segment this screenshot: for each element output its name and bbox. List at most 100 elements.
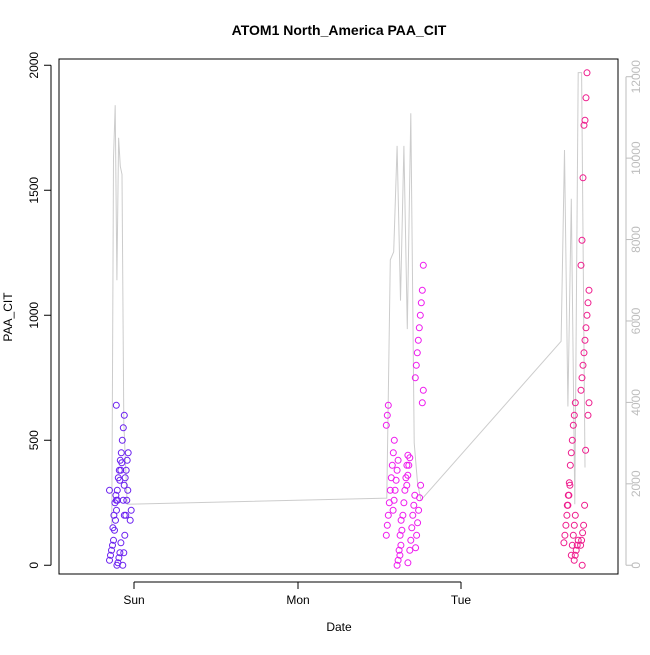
- data-point-s1-c3-p2: [408, 524, 416, 532]
- data-point-s0-c4-p6: [123, 456, 131, 464]
- data-point-s0-c2-p8: [119, 424, 127, 432]
- data-point-s2-c0-p1: [561, 531, 569, 539]
- data-point-s1-c3-p6: [403, 481, 411, 489]
- data-point-s0-c2-p1: [112, 496, 120, 504]
- data-point-s2-c4-p5: [580, 349, 588, 357]
- data-point-s2-c4-p13: [579, 174, 587, 182]
- data-point-s0-c4-p1: [127, 506, 135, 514]
- data-point-s0-c4-p3: [120, 481, 128, 489]
- data-point-s1-c1-p10: [394, 456, 402, 464]
- data-point-s1-c5-p4: [416, 494, 424, 502]
- x-tick-label-Sun: Sun: [123, 593, 144, 607]
- data-point-s2-c4-p17: [583, 69, 591, 77]
- data-point-s1-c5-p3: [415, 506, 423, 514]
- data-point-s1-c0-p1: [383, 521, 391, 529]
- data-point-s0-c2-p9: [120, 411, 128, 419]
- data-point-s0-c0-p1: [107, 551, 114, 559]
- data-point-s0-c1-p2: [115, 554, 123, 562]
- data-point-s1-c2-p1: [396, 551, 404, 559]
- data-point-s2-c1-p0: [567, 551, 575, 559]
- data-point-s0-c0-p3: [109, 541, 116, 549]
- data-point-s0-c0-p9: [106, 486, 113, 494]
- data-point-s2-c1-p1: [568, 541, 576, 549]
- data-point-s0-c2-p6: [117, 449, 125, 457]
- y-right-tick-label-4000: 4000: [629, 389, 643, 416]
- data-point-s1-c3-p8: [405, 461, 413, 469]
- data-point-s2-c2-p1: [570, 556, 578, 564]
- data-point-s2-c2-p2: [571, 551, 579, 559]
- data-point-s2-c4-p6: [581, 336, 589, 344]
- data-point-s2-c4-p14: [580, 121, 588, 129]
- data-point-s0-c4-p5: [122, 466, 130, 474]
- data-point-s1-c3-p7: [404, 471, 412, 479]
- x-tick-label-Mon: Mon: [286, 593, 309, 607]
- data-point-s1-c1-p7: [391, 486, 399, 494]
- data-point-s1-c4-p2: [411, 374, 419, 382]
- data-point-s1-c0-p2: [384, 511, 392, 519]
- data-point-s2-c1-p8: [566, 461, 574, 469]
- data-point-s2-c0-p3: [563, 511, 571, 519]
- data-point-s0-c3-p1: [120, 549, 128, 557]
- data-point-s1-c4-p0: [418, 399, 426, 407]
- data-point-s0-c1-p3: [116, 549, 124, 557]
- data-point-s2-c4-p16: [582, 94, 590, 102]
- data-point-s0-c3-p7: [117, 466, 125, 474]
- y-axis-label: PAA_CIT: [1, 292, 15, 342]
- data-point-s0-c4-p2: [119, 496, 127, 504]
- x-tick-label-Tue: Tue: [451, 593, 472, 607]
- data-point-s0-c3-p0: [119, 561, 127, 569]
- data-point-s2-c1-p3: [570, 521, 578, 529]
- data-point-s0-c0-p2: [108, 546, 115, 554]
- data-point-s0-c0-p4: [110, 536, 117, 544]
- data-point-s0-c3-p5: [124, 486, 132, 494]
- data-point-s0-c4-p4: [121, 474, 129, 482]
- data-point-s1-c5-p5: [417, 481, 425, 489]
- data-point-s1-c0-p11: [384, 401, 392, 409]
- data-point-s0-c4-p0: [126, 516, 134, 524]
- secondary-line-layer: [111, 72, 586, 525]
- data-point-s2-c0-p2: [562, 521, 570, 529]
- data-point-s0-c0-p6: [112, 516, 119, 524]
- data-point-s2-c3-p5: [582, 446, 590, 454]
- y-left-tick-label-1500: 1500: [27, 177, 41, 204]
- data-point-s0-c0-p0: [106, 556, 113, 564]
- data-point-s2-c1-p13: [571, 399, 579, 407]
- data-point-s1-c1-p9: [393, 466, 401, 474]
- data-point-s1-c0-p9: [382, 421, 390, 429]
- data-point-s2-c3-p1: [578, 536, 586, 544]
- data-point-s1-c1-p0: [393, 561, 401, 569]
- data-point-s2-c3-p4: [581, 501, 589, 509]
- data-point-s2-c4-p8: [583, 311, 591, 319]
- data-point-s1-c3-p4: [410, 501, 418, 509]
- data-point-s1-c4-p6: [415, 324, 423, 332]
- data-point-s2-c4-p12: [578, 236, 586, 244]
- data-point-s0-c3-p2: [121, 531, 129, 539]
- data-point-s2-c1-p11: [569, 421, 577, 429]
- x-axis-label: Date: [326, 620, 352, 634]
- data-point-s0-c1-p5: [109, 524, 117, 532]
- data-point-s2-c1-p7: [565, 479, 573, 487]
- data-point-s2-c4-p9: [584, 299, 592, 307]
- data-point-s1-c4-p4: [413, 349, 421, 357]
- data-point-s1-c0-p10: [383, 411, 391, 419]
- data-point-s2-c2-p3: [572, 546, 580, 554]
- data-point-s1-c0-p6: [388, 461, 396, 469]
- y-right-tick-label-6000: 6000: [629, 307, 643, 334]
- y-left-tick-label-2000: 2000: [27, 52, 41, 79]
- data-point-s2-c4-p1: [585, 399, 593, 407]
- data-point-s2-c4-p11: [577, 261, 585, 269]
- y-right-tick-label-0: 0: [629, 562, 643, 569]
- y-right-tick-label-12000: 12000: [629, 60, 643, 94]
- y-left-tick-label-500: 500: [27, 430, 41, 450]
- data-point-s1-c1-p6: [390, 496, 398, 504]
- data-point-s2-c4-p2: [577, 386, 585, 394]
- data-point-s1-c1-p5: [389, 506, 397, 514]
- chart-title: ATOM1 North_America PAA_CIT: [232, 22, 447, 38]
- data-point-s1-c2-p4: [399, 511, 407, 519]
- data-point-s0-c1-p8: [112, 491, 120, 499]
- data-point-s1-c3-p3: [409, 511, 417, 519]
- data-point-s2-c1-p6: [564, 491, 572, 499]
- data-point-s2-c1-p10: [568, 436, 576, 444]
- data-point-s0-c4-p7: [124, 449, 132, 457]
- data-point-s1-c2-p8: [403, 461, 411, 469]
